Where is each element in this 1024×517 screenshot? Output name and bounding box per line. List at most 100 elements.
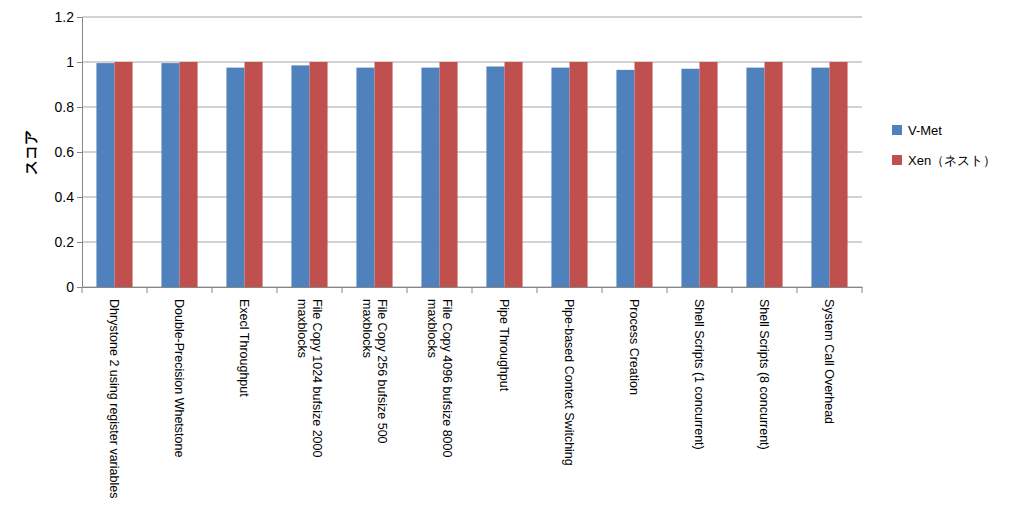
x-tick: File Copy 256 bufsize 500maxblocks: [360, 287, 389, 444]
x-separator: [732, 287, 733, 293]
bar: [700, 62, 718, 287]
y-tick: 0.4: [55, 189, 82, 205]
x-tick: File Copy 1024 bufsize 2000maxblocks: [295, 287, 324, 457]
x-separator: [212, 287, 213, 293]
x-tick-label-line: Pipe Throughput: [497, 299, 511, 392]
x-tick-label-line: Process Creation: [627, 299, 641, 395]
x-tick-label-line: Shell Scripts (8 concurrent): [757, 299, 771, 450]
x-tick-label-line: Dhrystone 2 using register variables: [107, 299, 121, 498]
y-axis-title: スコア: [22, 130, 39, 175]
y-tick: 1.2: [55, 9, 82, 25]
x-tick-label-line: File Copy 256 bufsize 500: [375, 299, 389, 444]
bar: [375, 62, 393, 287]
bar: [161, 63, 179, 287]
x-tick-label: Pipe Throughput: [497, 299, 511, 392]
x-tick-label: File Copy 256 bufsize 500maxblocks: [360, 299, 389, 444]
x-separator: [407, 287, 408, 293]
x-separator: [667, 287, 668, 293]
y-tick: 0.8: [55, 99, 82, 115]
x-tick-label-line: Double-Precision Whetstone: [172, 299, 186, 457]
y-tick-label: 0.6: [55, 144, 75, 160]
bar: [226, 68, 244, 287]
y-tick: 0: [66, 279, 82, 295]
x-tick-label-line: maxblocks: [295, 299, 309, 358]
bar: [635, 62, 653, 287]
x-tick-label: Dhrystone 2 using register variables: [107, 299, 121, 498]
y-axis: 0 0.2 0.4 0.6 0.8 1 1.2: [55, 9, 83, 295]
x-tick-label-line: maxblocks: [360, 299, 374, 358]
grid: [82, 17, 862, 287]
legend-item: Xen（ネスト）: [892, 153, 996, 168]
grid-line: [82, 17, 862, 18]
bar: [765, 62, 783, 287]
bar: [570, 62, 588, 287]
x-tick: Shell Scripts (8 concurrent): [757, 287, 771, 450]
x-tick: System Call Overhead: [822, 287, 836, 424]
x-separator: [147, 287, 148, 293]
x-axis: Dhrystone 2 using register variables Doub…: [82, 287, 863, 498]
x-tick-label: Shell Scripts (1 concurrent): [692, 299, 706, 450]
x-tick-label-line: File Copy 1024 bufsize 2000: [310, 299, 324, 457]
series: [96, 63, 829, 287]
bar: [440, 62, 458, 287]
y-tick: 0.6: [55, 144, 82, 160]
x-tick: Execl Throughput: [237, 287, 251, 397]
x-separator: [472, 287, 473, 293]
y-tick-label: 0.4: [55, 189, 75, 205]
bar: [681, 69, 699, 287]
x-tick-label: Double-Precision Whetstone: [172, 299, 186, 457]
x-tick: Pipe Throughput: [497, 287, 511, 392]
x-tick: Shell Scripts (1 concurrent): [692, 287, 706, 450]
bar: [746, 68, 764, 287]
legend-swatch: [892, 155, 902, 165]
y-tick-mark: [77, 107, 82, 108]
x-separator: [797, 287, 798, 293]
bar: [551, 68, 569, 287]
grid-line: [82, 242, 862, 243]
x-separator: [277, 287, 278, 293]
x-separator: [602, 287, 603, 293]
grid-line: [82, 152, 862, 153]
legend-item: V-Met: [892, 123, 942, 138]
bars: [96, 62, 847, 287]
grid-line: [82, 107, 862, 108]
x-tick-label: Shell Scripts (8 concurrent): [757, 299, 771, 450]
series: [115, 62, 848, 287]
y-tick-label: 1.2: [55, 9, 75, 25]
x-tick-label-line: Execl Throughput: [237, 299, 251, 397]
x-tick-label-line: File Copy 4096 bufsize 8000: [440, 299, 454, 457]
y-tick-mark: [77, 287, 82, 288]
x-tick-label: Pipe-based Context Switching: [562, 299, 576, 466]
x-tick-label: File Copy 4096 bufsize 8000maxblocks: [425, 299, 454, 457]
legend: V-Met Xen（ネスト）: [892, 123, 996, 168]
y-tick-label: 1: [66, 54, 74, 70]
chart: 0 0.2 0.4 0.6 0.8 1 1.2 Dhrystone 2 using regis…: [0, 0, 1024, 517]
x-tick: File Copy 4096 bufsize 8000maxblocks: [425, 287, 454, 457]
y-tick-mark: [77, 62, 82, 63]
legend-label: Xen（ネスト）: [908, 153, 996, 168]
bar: [356, 68, 374, 287]
bar: [115, 62, 133, 287]
y-tick-mark: [77, 197, 82, 198]
plot: 0 0.2 0.4 0.6 0.8 1 1.2 Dhrystone 2 using regis…: [55, 9, 863, 498]
x-tick-label-line: System Call Overhead: [822, 299, 836, 424]
bar: [811, 68, 829, 287]
bar: [96, 63, 114, 287]
y-tick-mark: [77, 152, 82, 153]
x-tick: Dhrystone 2 using register variables: [107, 287, 121, 498]
x-separator: [82, 287, 83, 293]
y-tick-label: 0: [66, 279, 74, 295]
legend-label: V-Met: [908, 123, 942, 138]
bar: [616, 70, 634, 287]
bar: [245, 62, 263, 287]
x-tick-label-line: Shell Scripts (1 concurrent): [692, 299, 706, 450]
x-tick-label: Process Creation: [627, 299, 641, 395]
x-tick-label: File Copy 1024 bufsize 2000maxblocks: [295, 299, 324, 457]
x-separator: [862, 287, 863, 293]
bar: [180, 62, 198, 287]
grid-line: [82, 197, 862, 198]
x-tick: Pipe-based Context Switching: [562, 287, 576, 466]
bar: [310, 62, 328, 287]
y-tick: 0.2: [55, 234, 82, 250]
y-tick-mark: [77, 242, 82, 243]
